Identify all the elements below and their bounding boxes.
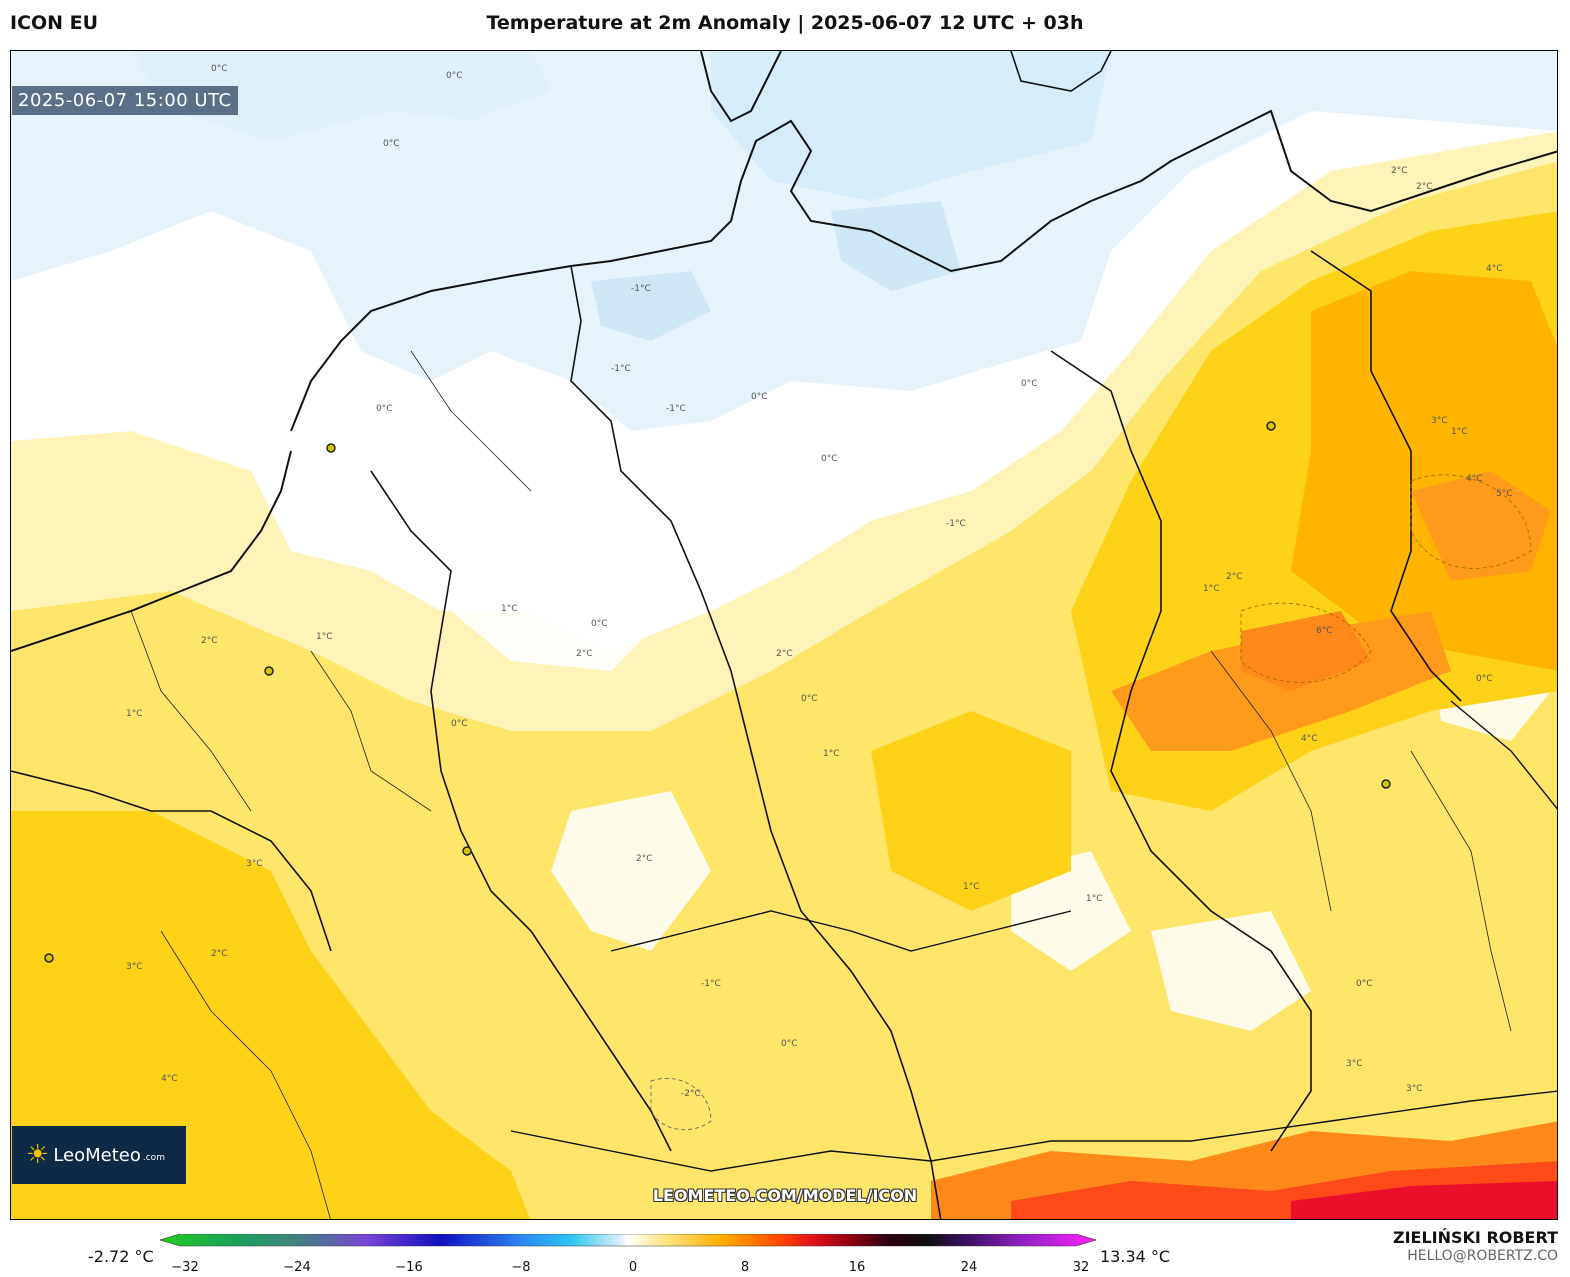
contour-label: 0°C bbox=[591, 619, 608, 629]
city-marker bbox=[1381, 779, 1391, 789]
colorbar bbox=[160, 1234, 1096, 1247]
contour-label: 1°C bbox=[1086, 894, 1103, 904]
contour-label: 0°C bbox=[781, 1039, 798, 1049]
contour-label: 2°C bbox=[1226, 572, 1243, 582]
city-marker bbox=[326, 443, 336, 453]
logo-suffix: .com bbox=[142, 1153, 165, 1163]
contour-label: 2°C bbox=[576, 649, 593, 659]
sun-icon: ☀ bbox=[26, 1140, 50, 1170]
contour-label: 0°C bbox=[376, 404, 393, 414]
contour-label: 1°C bbox=[126, 709, 143, 719]
contour-label: 0°C bbox=[1021, 379, 1038, 389]
contour-label: 0°C bbox=[451, 719, 468, 729]
contour-label: 1°C bbox=[316, 632, 333, 642]
contour-label: 3°C bbox=[246, 859, 263, 869]
contour-label: -1°C bbox=[946, 519, 966, 529]
colorbar-tick-label: 8 bbox=[740, 1260, 750, 1275]
city-markers bbox=[44, 421, 1391, 963]
contour-label: -1°C bbox=[611, 364, 631, 374]
contour-label: 4°C bbox=[1486, 264, 1503, 274]
contour-label: 2°C bbox=[211, 949, 228, 959]
model-name: ICON EU bbox=[10, 12, 99, 34]
colorbar-tick-label: −24 bbox=[283, 1260, 311, 1275]
colorbar-tick-label: 32 bbox=[1072, 1260, 1090, 1275]
city-marker bbox=[1266, 421, 1276, 431]
colorbar-tick-label: 24 bbox=[960, 1260, 978, 1275]
map-title: Temperature at 2m Anomaly | 2025-06-07 1… bbox=[486, 12, 1084, 34]
contour-label: 6°C bbox=[1316, 626, 1333, 636]
contour-label: 3°C bbox=[1406, 1084, 1423, 1094]
contour-label: 0°C bbox=[1356, 979, 1373, 989]
author-email: HELLO@ROBERTZ.CO bbox=[1407, 1248, 1558, 1264]
valid-time-badge: 2025-06-07 15:00 UTC bbox=[12, 86, 238, 115]
map-canvas: 0°C 0°C 0°C -1°C -1°C -1°C 0°C 0°C 0°C 0°C -1°C 2°C… bbox=[11, 51, 1557, 1219]
contour-label: 2°C bbox=[776, 649, 793, 659]
colorbar-min-label: -2.72 °C bbox=[88, 1247, 154, 1266]
colorbar-max-label: 13.34 °C bbox=[1100, 1247, 1171, 1266]
contour-label: 1°C bbox=[501, 604, 518, 614]
colorbar-tick-label: 0 bbox=[628, 1260, 638, 1275]
contour-label: 1°C bbox=[963, 882, 980, 892]
anomaly-map[interactable]: 0°C 0°C 0°C -1°C -1°C -1°C 0°C 0°C 0°C 0°C -1°C 2°C… bbox=[10, 50, 1558, 1220]
contour-label: 5°C bbox=[1496, 489, 1513, 499]
contour-label: 0°C bbox=[1476, 674, 1493, 684]
city-marker bbox=[44, 953, 54, 963]
colorbar-tick-label: −16 bbox=[395, 1260, 423, 1275]
logo-text: LeoMeteo bbox=[53, 1144, 141, 1166]
contour-label: 2°C bbox=[1391, 166, 1408, 176]
contour-label: -1°C bbox=[701, 979, 721, 989]
colorbar-tick-label: 16 bbox=[848, 1260, 866, 1275]
author-name: ZIELIŃSKI ROBERT bbox=[1392, 1228, 1558, 1247]
contour-label: 0°C bbox=[801, 694, 818, 704]
contour-labels: 0°C 0°C 0°C -1°C -1°C -1°C 0°C 0°C 0°C 0°C -1°C 2°C… bbox=[126, 64, 1513, 1099]
city-marker bbox=[264, 666, 274, 676]
city-marker bbox=[462, 846, 472, 856]
contour-label: 0°C bbox=[211, 64, 228, 74]
contour-label: 0°C bbox=[821, 454, 838, 464]
contour-label: 1°C bbox=[1451, 427, 1468, 437]
contour-label: 1°C bbox=[1203, 584, 1220, 594]
contour-label: 0°C bbox=[383, 139, 400, 149]
contour-label: -2°C bbox=[681, 1089, 701, 1099]
colorbar-tick-label: −8 bbox=[511, 1260, 531, 1275]
contour-label: -1°C bbox=[666, 404, 686, 414]
contour-label: 2°C bbox=[636, 854, 653, 864]
contour-label: 3°C bbox=[1431, 416, 1448, 426]
watermark-url: LEOMETEO.COM/MODEL/ICON bbox=[652, 1186, 918, 1205]
contour-label: 1°C bbox=[823, 749, 840, 759]
colorbar-tick-label: −32 bbox=[171, 1260, 199, 1275]
contour-label: 4°C bbox=[161, 1074, 178, 1084]
contour-label: 3°C bbox=[1346, 1059, 1363, 1069]
contour-label: 3°C bbox=[126, 962, 143, 972]
contour-label: 2°C bbox=[201, 636, 218, 646]
contour-label: 4°C bbox=[1301, 734, 1318, 744]
contour-label: -1°C bbox=[631, 284, 651, 294]
contour-label: 0°C bbox=[751, 392, 768, 402]
contour-label: 2°C bbox=[1416, 182, 1433, 192]
leometeo-logo: ☀ LeoMeteo .com bbox=[12, 1126, 186, 1184]
contour-label: 0°C bbox=[446, 71, 463, 81]
contour-label: 4°C bbox=[1466, 474, 1483, 484]
